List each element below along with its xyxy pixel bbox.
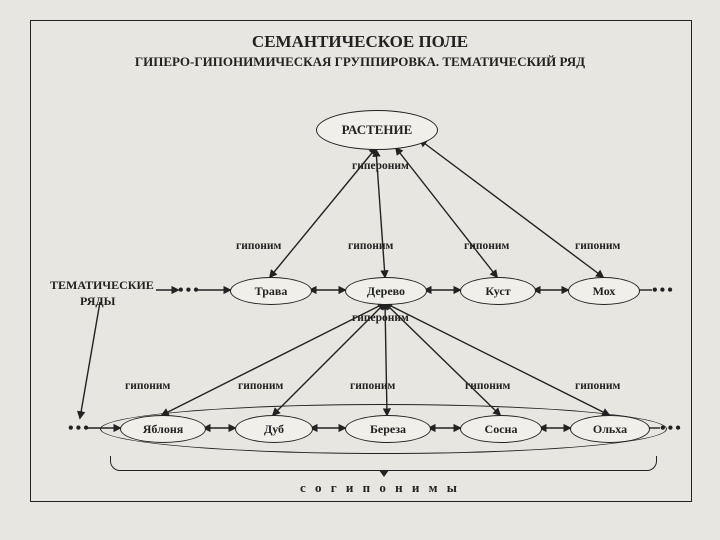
label-giperonim-1: гипероним [352,160,409,172]
label-sogiponimy: с о г и п о н и м ы [300,480,460,496]
node-trava: Трава [230,277,312,305]
node-mox: Мох [568,277,640,305]
label-giponim-e: гипоним [125,380,170,392]
label-giponim-c: гипоним [464,240,509,252]
label-giponim-f: гипоним [238,380,283,392]
node-kust: Куст [460,277,536,305]
diagram-canvas: СЕМАНТИЧЕСКОЕ ПОЛЕ ГИПЕРО-ГИПОНИМИЧЕСКАЯ… [0,0,720,540]
dots-4: ••• [652,282,675,300]
label-giponim-a: гипоним [236,240,281,252]
label-giponim-b: гипоним [348,240,393,252]
label-giponim-h: гипоним [465,380,510,392]
dots-2: ••• [68,420,91,438]
node-root: РАСТЕНИЕ [316,110,438,150]
bottom-row-enclosure [100,404,667,454]
label-giponim-i: гипоним [575,380,620,392]
node-derevo: Дерево [345,277,427,305]
label-giponim-d: гипоним [575,240,620,252]
dots-1: ••• [178,282,201,300]
label-giperonim-2: гипероним [352,312,409,324]
title-main: СЕМАНТИЧЕСКОЕ ПОЛЕ [0,32,720,52]
title-sub: ГИПЕРО-ГИПОНИМИЧЕСКАЯ ГРУППИРОВКА. ТЕМАТ… [0,54,720,70]
label-thematic-rows-2: РЯДЫ [80,294,115,309]
label-thematic-rows-1: ТЕМАТИЧЕСКИЕ [50,278,154,293]
label-giponim-g: гипоним [350,380,395,392]
bottom-brace [110,456,657,471]
